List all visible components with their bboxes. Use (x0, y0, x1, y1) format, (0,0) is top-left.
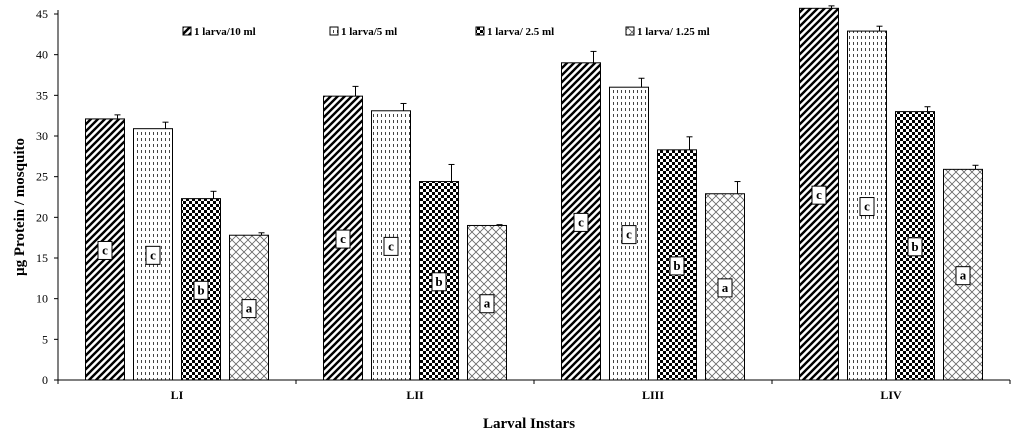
y-tick-label: 30 (36, 129, 48, 143)
y-axis: 0 5 10 15 20 25 30 35 40 45 (36, 7, 59, 387)
significance-box (193, 280, 209, 300)
legend-swatch (475, 26, 485, 36)
legend-label: 1 larva/10 ml (194, 26, 256, 38)
y-tick-label: 0 (42, 373, 48, 387)
y-tick-label: 45 (36, 7, 48, 21)
x-category-label: LIII (642, 388, 664, 402)
significance-box (479, 294, 495, 314)
legend-label: 1 larva/5 ml (341, 26, 397, 38)
significance-letter: c (864, 199, 870, 214)
significance-letter: c (388, 238, 394, 253)
legend: 1 larva/10 ml 1 larva/5 ml 1 larva/ 2.5 ml… (182, 26, 710, 38)
legend-label: 1 larva/ 2.5 ml (487, 26, 554, 38)
y-tick-label: 10 (36, 292, 48, 306)
significance-box (859, 197, 875, 217)
y-tick-label: 35 (36, 88, 48, 102)
x-category-label: LIV (880, 388, 902, 402)
significance-box (573, 212, 589, 232)
x-axis-title: Larval Instars (483, 416, 575, 432)
legend-swatch (182, 26, 192, 36)
significance-letter: c (578, 214, 584, 229)
significance-letter: a (722, 280, 729, 295)
bar-series-group: c c c c c c c c b b b b a a a a (85, 5, 983, 381)
significance-box (97, 240, 113, 260)
significance-letter: b (673, 258, 680, 273)
significance-box (335, 229, 351, 249)
significance-letter: c (150, 247, 156, 262)
x-category-label: LI (171, 388, 184, 402)
significance-letter: a (960, 268, 967, 283)
significance-letter: c (340, 231, 346, 246)
significance-letter: a (246, 301, 253, 316)
significance-box (621, 225, 637, 245)
significance-letter: c (626, 227, 632, 242)
y-tick-label: 20 (36, 210, 48, 224)
legend-label: 1 larva/ 1.25 ml (637, 26, 710, 38)
y-tick-label: 40 (36, 48, 48, 62)
significance-box (383, 236, 399, 256)
significance-box (669, 256, 685, 276)
y-tick-label: 15 (36, 251, 48, 265)
x-axis: LI LII LIII LIV (57, 379, 1011, 402)
significance-letter: b (911, 239, 918, 254)
significance-box (907, 237, 923, 257)
significance-box (955, 266, 971, 286)
significance-box (717, 278, 733, 298)
significance-letter: c (102, 242, 108, 257)
significance-letter: b (435, 274, 442, 289)
bar (323, 95, 363, 381)
significance-letter: c (816, 187, 822, 202)
significance-letter: b (197, 282, 204, 297)
significance-letter: a (484, 296, 491, 311)
y-tick-label: 25 (36, 170, 48, 184)
significance-box (145, 245, 161, 265)
y-tick-label: 5 (42, 332, 48, 346)
legend-swatch (625, 26, 635, 36)
legend-swatch (329, 26, 339, 36)
significance-box (431, 272, 447, 292)
x-category-label: LII (406, 388, 424, 402)
significance-box (811, 185, 827, 205)
significance-box (241, 299, 257, 319)
y-axis-title: µg Protein / mosquito (12, 138, 28, 276)
